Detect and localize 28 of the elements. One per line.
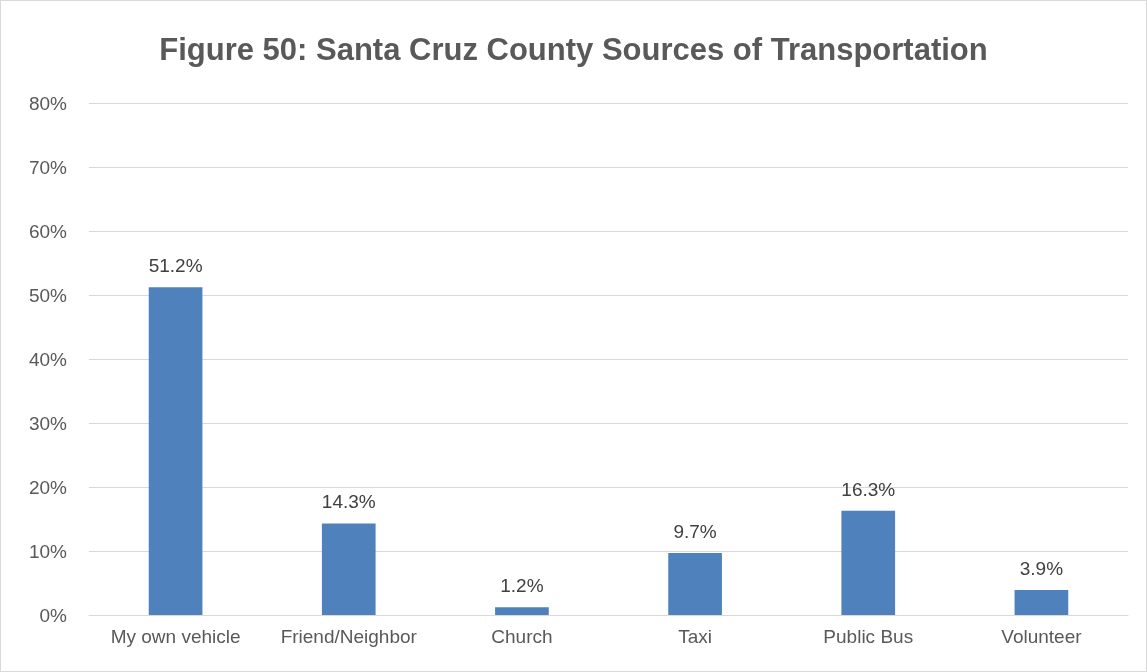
y-tick-label: 70%: [28, 156, 68, 178]
data-label: 1.2%: [500, 575, 544, 597]
chart-title: Figure 50: Santa Cruz County Sources of Transportation: [159, 32, 988, 67]
x-tick-label: Public Bus: [823, 626, 914, 647]
data-label: 9.7%: [673, 520, 717, 542]
x-tick-label: Volunteer: [1001, 626, 1083, 647]
bar: [321, 523, 376, 615]
data-label: 51.2%: [148, 255, 203, 277]
y-tick-label: 80%: [28, 92, 68, 114]
y-tick-label: 60%: [28, 220, 68, 242]
y-tick-label: 50%: [28, 284, 68, 306]
bar: [148, 287, 203, 615]
bar: [1014, 590, 1069, 615]
x-tick-label: Taxi: [678, 626, 712, 647]
bar: [841, 510, 896, 615]
data-label: 3.9%: [1019, 558, 1064, 580]
data-label: 14.3%: [321, 491, 376, 513]
y-tick-label: 0%: [39, 604, 68, 626]
y-tick-label: 40%: [28, 348, 68, 370]
bar: [495, 607, 549, 615]
y-tick-label: 20%: [28, 476, 68, 498]
y-tick-label: 30%: [28, 412, 68, 434]
y-tick-label: 10%: [28, 540, 68, 562]
x-tick-label: Church: [491, 626, 553, 647]
x-tick-label: My own vehicle: [110, 626, 241, 647]
data-label: 16.3%: [841, 478, 896, 500]
bar: [668, 552, 722, 615]
x-tick-label: Friend/Neighbor: [280, 626, 418, 647]
